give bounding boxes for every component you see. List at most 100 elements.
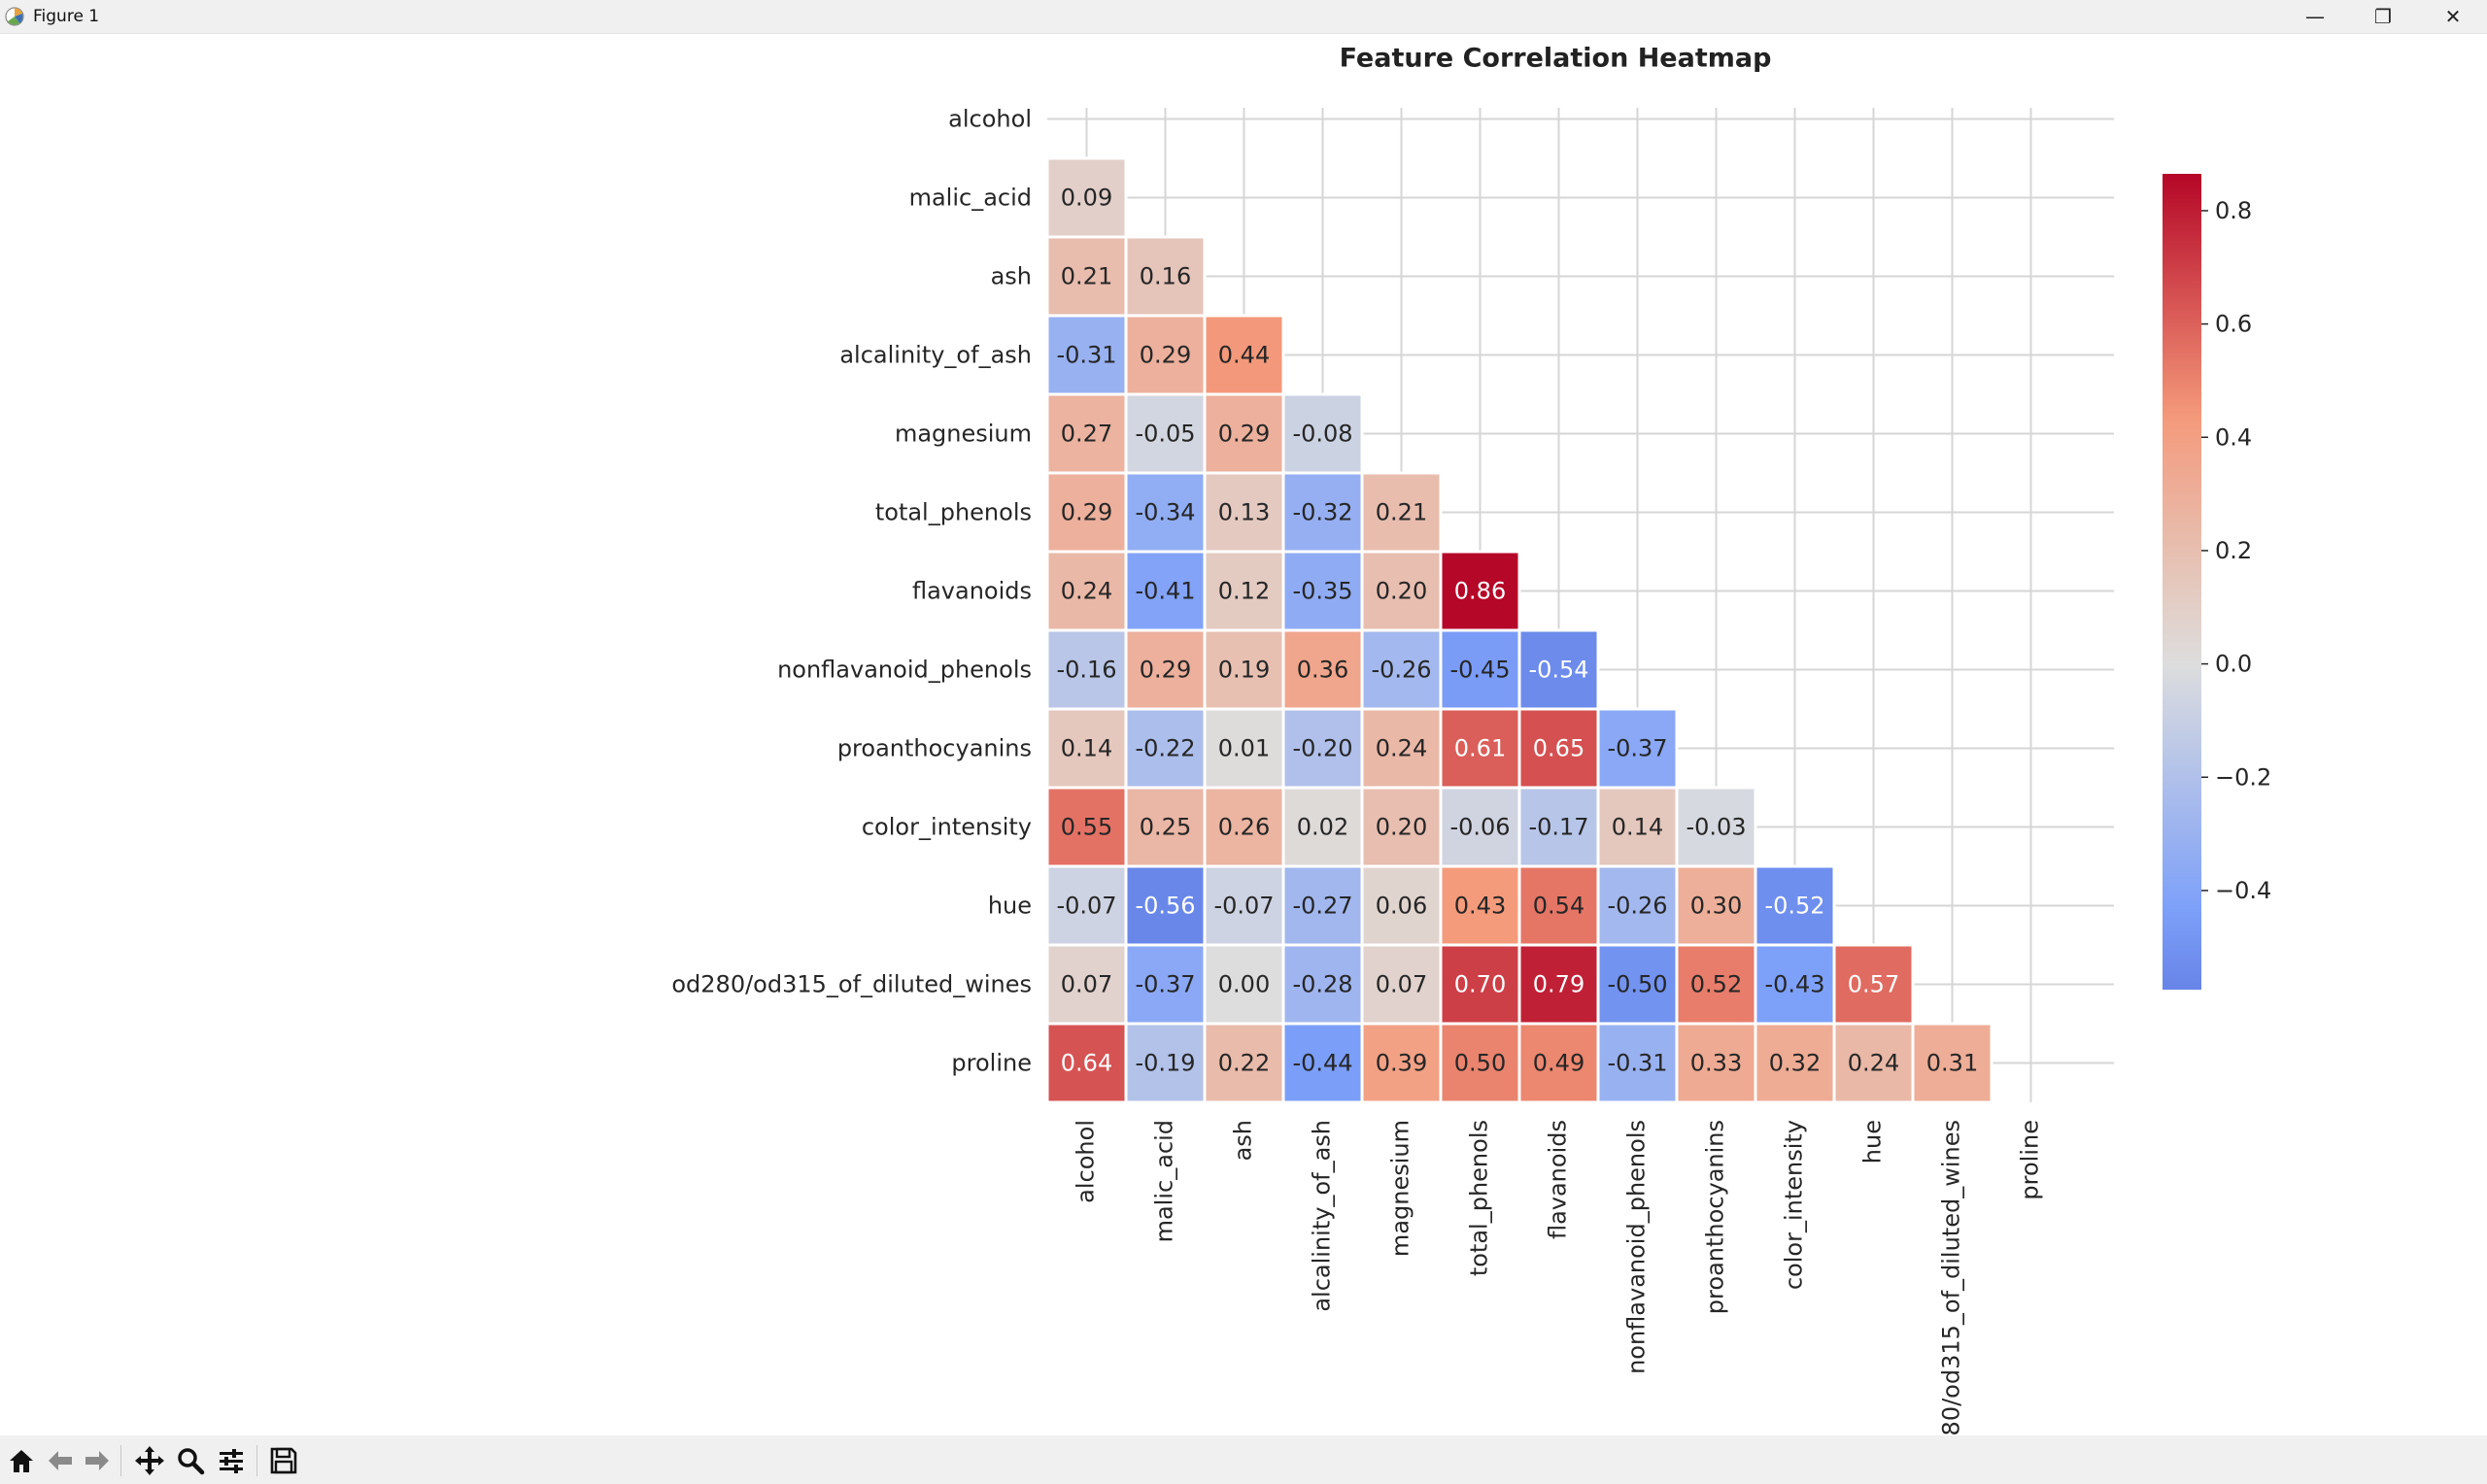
heatmap-cell-hue-ash [1203,864,1285,947]
heatmap-cell-proanthocyanins-flavanoids [1517,707,1600,790]
colorbar-tick-label: 0.4 [2215,423,2252,451]
zoom-icon[interactable] [173,1443,208,1478]
heatmap-cell-proanthocyanins-magnesium [1360,707,1443,790]
cell-value-label: 0.12 [1218,578,1270,605]
cell-value-label: 0.09 [1061,185,1112,212]
y-tick-label: malic_acid [909,185,1032,212]
heatmap-cell-nonflavanoid_phenols-ash [1203,628,1285,711]
colorbar-tick-label: 0.6 [2215,311,2252,338]
chart-title: Feature Correlation Heatmap [1340,44,1772,74]
heatmap-cell-hue-flavanoids [1517,864,1600,947]
heatmap-cell-od280/od315_of_diluted_wines-ash [1203,943,1285,1026]
save-icon[interactable] [266,1443,301,1478]
heatmap-cell-flavanoids-total_phenols [1439,550,1521,632]
maximize-button[interactable]: ❐ [2374,5,2392,28]
cell-value-label: -0.37 [1135,971,1195,998]
heatmap-cell-total_phenols-malic_acid [1124,471,1207,554]
cell-value-label: 0.25 [1140,814,1191,841]
x-tick-label: hue [1859,1120,1887,1164]
heatmap-cell-magnesium-alcalinity_of_ash [1281,392,1364,475]
x-tick-label: flavanoids [1545,1120,1572,1239]
y-tick-label: alcohol [948,106,1032,133]
y-tick-label: proline [951,1050,1032,1077]
heatmap-cell-magnesium-malic_acid [1124,392,1207,475]
cell-value-label: -0.54 [1528,657,1588,684]
cell-value-label: 0.43 [1454,893,1506,920]
cell-value-label: 0.79 [1533,971,1584,998]
cell-value-label: -0.52 [1764,893,1824,920]
x-tick-label: color_intensity [1781,1120,1808,1290]
cell-value-label: -0.20 [1292,735,1352,762]
cell-value-label: 0.22 [1218,1050,1270,1077]
heatmap-cell-flavanoids-ash [1203,550,1285,632]
cell-value-label: -0.07 [1056,893,1116,920]
cell-value-label: 0.24 [1848,1050,1899,1077]
heatmap-cell-proline-total_phenols [1439,1022,1521,1104]
y-tick-label: total_phenols [875,499,1032,526]
heatmap-cell-proanthocyanins-nonflavanoid_phenols [1596,707,1679,790]
pan-icon[interactable] [132,1443,167,1478]
heatmap-cell-color_intensity-ash [1203,786,1285,868]
colorbar [2163,174,2201,990]
cell-value-label: 0.32 [1769,1050,1821,1077]
cell-value-label: 0.00 [1218,971,1270,998]
cell-value-label: 0.13 [1218,499,1270,526]
heatmap-cell-alcalinity_of_ash-ash [1203,314,1285,396]
cell-value-label: 0.44 [1218,342,1270,369]
cell-value-label: -0.31 [1607,1050,1667,1077]
cell-value-label: 0.21 [1376,499,1427,526]
heatmap-cell-total_phenols-alcohol [1045,471,1128,554]
heatmap-cell-ash-alcohol [1045,235,1128,318]
heatmap-cell-total_phenols-magnesium [1360,471,1443,554]
cell-value-label: 0.33 [1690,1050,1742,1077]
x-tick-label: alcalinity_of_ash [1309,1120,1336,1312]
minimize-button[interactable]: — [2305,5,2325,28]
cell-value-label: 0.31 [1926,1050,1978,1077]
cell-value-label: 0.61 [1454,735,1506,762]
navigation-toolbar [0,1435,2487,1484]
colorbar-tick-label: −0.4 [2215,877,2271,904]
toolbar-separator [256,1445,257,1476]
cell-value-label: 0.52 [1690,971,1742,998]
cell-value-label: 0.70 [1454,971,1506,998]
close-button[interactable]: ✕ [2444,5,2462,28]
heatmap-cell-hue-proanthocyanins [1675,864,1757,947]
cell-value-label: 0.29 [1140,657,1191,684]
cell-value-label: 0.29 [1140,342,1191,369]
cell-value-label: 0.55 [1061,814,1112,841]
cell-value-label: -0.44 [1292,1050,1352,1077]
heatmap-cell-proline-od280/od315_of_diluted_wines [1911,1022,1993,1104]
colorbar-tick-label: 0.2 [2215,537,2252,564]
cell-value-label: -0.50 [1607,971,1667,998]
y-tick-label: proanthocyanins [837,735,1032,762]
cell-value-label: -0.27 [1292,893,1352,920]
heatmap-cell-flavanoids-alcalinity_of_ash [1281,550,1364,632]
back-icon[interactable] [43,1443,78,1478]
heatmap-cell-od280/od315_of_diluted_wines-alcohol [1045,943,1128,1026]
cell-value-label: 0.50 [1454,1050,1506,1077]
colorbar-tick-label: 0.0 [2215,651,2252,678]
cell-value-label: -0.19 [1135,1050,1195,1077]
configure-icon[interactable] [214,1443,249,1478]
cell-value-label: -0.26 [1371,657,1431,684]
cell-value-label: -0.28 [1292,971,1352,998]
heatmap-cell-total_phenols-ash [1203,471,1285,554]
cell-value-label: -0.41 [1135,578,1195,605]
x-tick-label: proline [2017,1120,2044,1200]
cell-value-label: -0.16 [1056,657,1116,684]
cell-value-label: -0.07 [1213,893,1274,920]
cell-value-label: -0.26 [1607,893,1667,920]
cell-value-label: 0.86 [1454,578,1506,605]
colorbar-tick-label: 0.8 [2215,197,2252,224]
heatmap-cell-flavanoids-magnesium [1360,550,1443,632]
forward-icon[interactable] [80,1443,115,1478]
figure-canvas: Feature Correlation Heatmap 0.09 0.21 0.16… [0,34,2487,1480]
cell-value-label: 0.49 [1533,1050,1584,1077]
y-tick-label: magnesium [895,421,1032,448]
y-tick-label: alcalinity_of_ash [839,342,1032,369]
cell-value-label: 0.29 [1061,499,1112,526]
home-icon[interactable] [4,1443,39,1478]
title-bar: Figure 1 — ❐ ✕ [0,0,2487,34]
cell-value-label: -0.32 [1292,499,1352,526]
cell-value-label: -0.43 [1764,971,1824,998]
